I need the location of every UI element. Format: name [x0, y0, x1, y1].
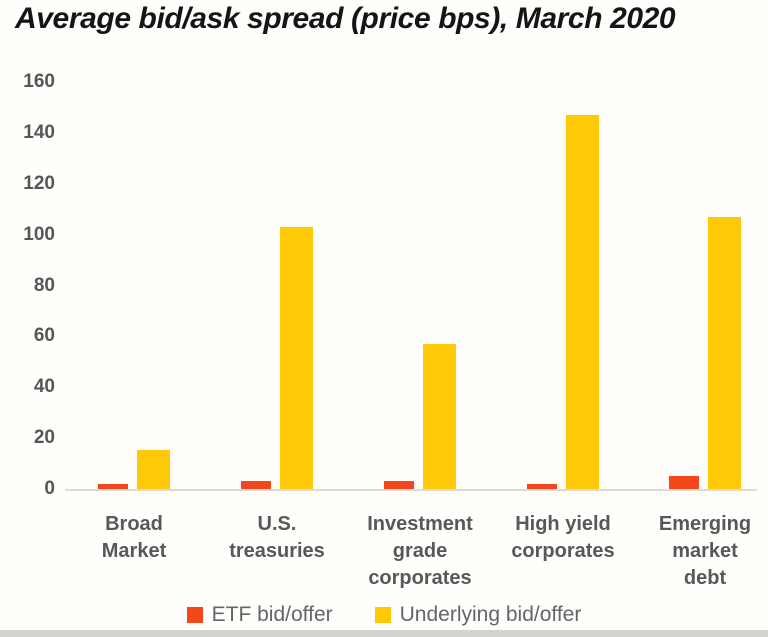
y-tick-label: 120 — [23, 172, 55, 194]
etf-bar — [527, 484, 557, 489]
legend-label: Underlying bid/offer — [399, 603, 582, 626]
underlying-bar — [708, 217, 741, 489]
y-tick-label: 140 — [23, 121, 55, 143]
legend: ETF bid/offer Underlying bid/offer — [0, 601, 768, 629]
legend-swatch-icon — [186, 607, 203, 623]
x-axis-labels: Broad Market U.S. treasuries Investment gr… — [0, 511, 768, 596]
legend-swatch-icon — [374, 607, 391, 623]
y-axis: 0 20 40 60 80 100 120 140 160 — [0, 0, 55, 520]
category-label: Emerging market debt — [658, 513, 752, 589]
bottom-strip — [0, 630, 768, 637]
bar-group — [241, 227, 313, 489]
underlying-bar — [566, 115, 599, 489]
etf-bar — [669, 476, 699, 489]
category-label: Investment grade corporates — [367, 513, 473, 589]
category-label: High yield corporates — [511, 513, 615, 562]
legend-item: ETF bid/offer — [186, 603, 333, 627]
chart-title: Average bid/ask spread (price bps), Marc… — [15, 2, 676, 35]
y-tick-label: 100 — [23, 223, 55, 245]
y-tick-label: 160 — [23, 71, 55, 92]
bar-group — [384, 344, 456, 489]
plot-area — [65, 82, 757, 491]
y-tick-label: 40 — [33, 376, 55, 398]
etf-bar — [384, 481, 414, 489]
category-label: Broad Market — [101, 513, 167, 562]
y-tick-label: 20 — [33, 427, 55, 449]
underlying-bar — [280, 227, 313, 489]
y-tick-label: 0 — [44, 478, 55, 499]
legend-item: Underlying bid/offer — [374, 603, 582, 627]
y-tick-label: 60 — [33, 325, 55, 347]
etf-bar — [241, 481, 271, 489]
underlying-bar — [423, 344, 456, 489]
etf-bar — [98, 484, 128, 489]
bar-group — [669, 217, 741, 489]
category-label: U.S. treasuries — [229, 513, 325, 562]
underlying-bar — [137, 450, 170, 489]
bar-group — [98, 450, 170, 489]
bar-group — [527, 115, 599, 489]
y-tick-label: 80 — [33, 274, 55, 296]
legend-label: ETF bid/offer — [211, 603, 333, 626]
